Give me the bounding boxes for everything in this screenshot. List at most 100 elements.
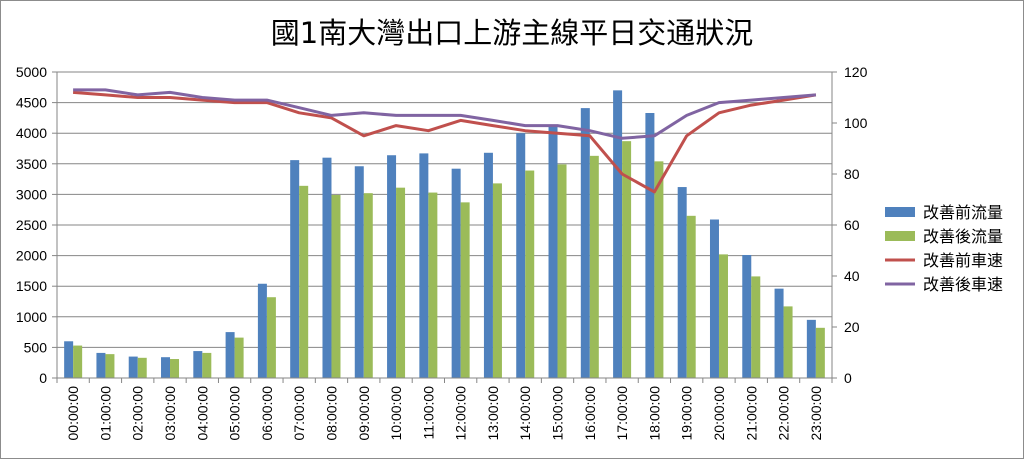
y-left-tick-label: 0 xyxy=(39,370,47,386)
bar-after-flow xyxy=(299,185,309,378)
y-right-tick-label: 40 xyxy=(844,268,860,284)
x-tick-label: 18:00:00 xyxy=(646,386,662,441)
bar-after-flow xyxy=(815,327,825,378)
bar-before-flow xyxy=(64,341,74,378)
x-tick-label: 11:00:00 xyxy=(420,386,436,440)
bar-after-flow xyxy=(783,306,793,378)
y-right-tick-label: 100 xyxy=(844,115,868,131)
y-left-tick-label: 4500 xyxy=(16,95,47,111)
bar-before-flow xyxy=(483,152,493,378)
bar-before-flow xyxy=(96,352,106,378)
bar-before-flow xyxy=(645,113,655,378)
x-tick-label: 09:00:00 xyxy=(356,386,372,441)
bar-after-flow xyxy=(686,215,696,378)
x-tick-label: 05:00:00 xyxy=(227,386,243,441)
x-tick-label: 19:00:00 xyxy=(679,386,695,441)
bar-after-flow xyxy=(266,297,276,378)
y-right-tick-label: 120 xyxy=(844,64,868,80)
bar-after-flow xyxy=(718,254,728,378)
bar-before-flow xyxy=(387,155,397,378)
bar-before-flow xyxy=(516,133,526,378)
bar-after-flow xyxy=(105,354,115,378)
x-tick-label: 14:00:00 xyxy=(517,386,533,441)
legend-label: 改善後流量 xyxy=(923,228,1003,246)
bar-after-flow xyxy=(525,170,535,378)
bar-after-flow xyxy=(589,155,599,378)
x-tick-label: 21:00:00 xyxy=(743,386,759,441)
x-tick-label: 04:00:00 xyxy=(194,386,210,441)
bar-before-flow xyxy=(257,283,267,378)
x-tick-label: 03:00:00 xyxy=(162,386,178,441)
x-tick-label: 20:00:00 xyxy=(711,386,727,441)
y-right-tick-label: 20 xyxy=(844,319,860,335)
bar-after-flow xyxy=(557,164,567,378)
bar-after-flow xyxy=(654,161,664,378)
bar-after-flow xyxy=(460,202,470,378)
bar-before-flow xyxy=(354,166,364,378)
bar-after-flow xyxy=(363,193,373,378)
bar-before-flow xyxy=(613,90,623,379)
bar-before-flow xyxy=(806,319,816,378)
bar-before-flow xyxy=(677,187,687,378)
x-tick-label: 10:00:00 xyxy=(388,386,404,441)
x-tick-label: 16:00:00 xyxy=(582,386,598,441)
y-left-tick-label: 1500 xyxy=(16,278,47,294)
y-left-tick-label: 2000 xyxy=(16,248,47,264)
bar-before-flow xyxy=(322,157,332,378)
chart-title: 國1南大灣出口上游主線平日交通狀況 xyxy=(270,16,754,50)
legend-swatch xyxy=(885,207,915,217)
bar-after-flow xyxy=(492,183,502,378)
x-tick-label: 23:00:00 xyxy=(808,386,824,441)
bar-before-flow xyxy=(580,108,590,378)
y-left-tick-label: 500 xyxy=(24,339,48,355)
x-tick-label: 00:00:00 xyxy=(65,386,81,441)
x-tick-label: 07:00:00 xyxy=(291,386,307,441)
bar-series xyxy=(64,90,825,379)
x-tick-label: 22:00:00 xyxy=(776,386,792,441)
line-after-speed xyxy=(73,88,817,140)
bar-before-flow xyxy=(548,125,558,378)
bar-after-flow xyxy=(428,192,438,378)
bar-after-flow xyxy=(73,345,83,378)
bar-after-flow xyxy=(622,141,632,378)
gridlines xyxy=(57,71,832,348)
line-series xyxy=(72,88,817,194)
x-tick-label: 06:00:00 xyxy=(259,386,275,441)
bar-before-flow xyxy=(128,356,138,378)
x-tick-label: 08:00:00 xyxy=(323,386,339,441)
bar-before-flow xyxy=(290,160,300,378)
y-left-tick-label: 2500 xyxy=(16,217,47,233)
legend-label: 改善前流量 xyxy=(923,204,1003,222)
axes: 0500100015002000250030003500400045005000… xyxy=(16,64,868,441)
bar-before-flow xyxy=(742,254,752,378)
y-right-tick-label: 0 xyxy=(844,370,852,386)
y-left-tick-label: 4000 xyxy=(16,125,47,141)
x-tick-label: 17:00:00 xyxy=(614,386,630,441)
line-before-speed xyxy=(72,90,817,194)
bar-after-flow xyxy=(331,195,341,378)
bar-after-flow xyxy=(751,276,761,378)
bar-after-flow xyxy=(137,357,147,378)
bar-before-flow xyxy=(419,153,429,378)
y-right-tick-label: 80 xyxy=(844,166,860,182)
y-left-tick-label: 3500 xyxy=(16,156,47,172)
legend-label: 改善後車速 xyxy=(923,276,1003,294)
bar-after-flow xyxy=(202,352,212,378)
y-left-tick-label: 3000 xyxy=(16,186,47,202)
legend-label: 改善前車速 xyxy=(923,252,1003,270)
bar-before-flow xyxy=(451,168,461,378)
x-tick-label: 02:00:00 xyxy=(130,386,146,441)
x-tick-label: 15:00:00 xyxy=(550,386,566,441)
x-tick-label: 12:00:00 xyxy=(453,386,469,441)
legend-swatch xyxy=(885,231,915,241)
bar-before-flow xyxy=(225,332,235,378)
x-tick-label: 01:00:00 xyxy=(97,386,113,441)
bar-before-flow xyxy=(161,357,171,378)
bar-before-flow xyxy=(774,288,784,378)
y-left-tick-label: 1000 xyxy=(16,309,47,325)
bar-after-flow xyxy=(170,359,180,378)
y-left-tick-label: 5000 xyxy=(16,64,47,80)
